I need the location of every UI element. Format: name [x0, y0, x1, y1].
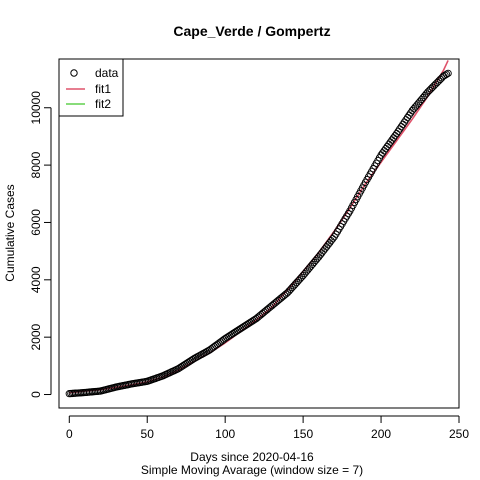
chart-title: Cape_Verde / Gompertz: [173, 23, 330, 39]
x-tick-label: 50: [141, 427, 155, 441]
data-point: [444, 69, 452, 77]
legend-box: [58, 58, 124, 117]
series-line-fit1: [69, 60, 449, 394]
y-axis: 0 2000 4000 6000 8000 10000: [29, 91, 52, 398]
data-points: [65, 69, 452, 398]
y-tick-label: 8000: [29, 151, 43, 178]
x-tick-label: 0: [66, 427, 73, 441]
x-tick-label: 150: [293, 427, 313, 441]
legend-label-fit2: fit2: [95, 97, 111, 111]
x-axis-label: Days since 2020-04-16: [190, 450, 314, 464]
legend-data-symbol: [70, 69, 78, 77]
y-tick-label: 4000: [29, 266, 43, 293]
y-tick-label: 6000: [29, 209, 43, 236]
y-axis-label: Cumulative Cases: [3, 184, 17, 281]
x-tick-label: 100: [215, 427, 235, 441]
legend-label-data: data: [95, 66, 119, 80]
x-tick-label: 250: [449, 427, 469, 441]
fit-lines: [69, 60, 449, 394]
y-tick-label: 0: [29, 391, 43, 398]
plot-frame: [58, 58, 460, 409]
y-tick-label: 2000: [29, 323, 43, 350]
x-axis: 0 50 100 150 200 250: [66, 415, 469, 441]
legend: data fit1 fit2: [58, 58, 124, 117]
x-tick-label: 200: [371, 427, 391, 441]
y-tick-label: 10000: [29, 91, 43, 125]
data-point: [442, 70, 451, 78]
x-axis-subtitle: Simple Moving Avarage (window size = 7): [141, 463, 363, 477]
legend-label-fit1: fit1: [95, 82, 111, 96]
